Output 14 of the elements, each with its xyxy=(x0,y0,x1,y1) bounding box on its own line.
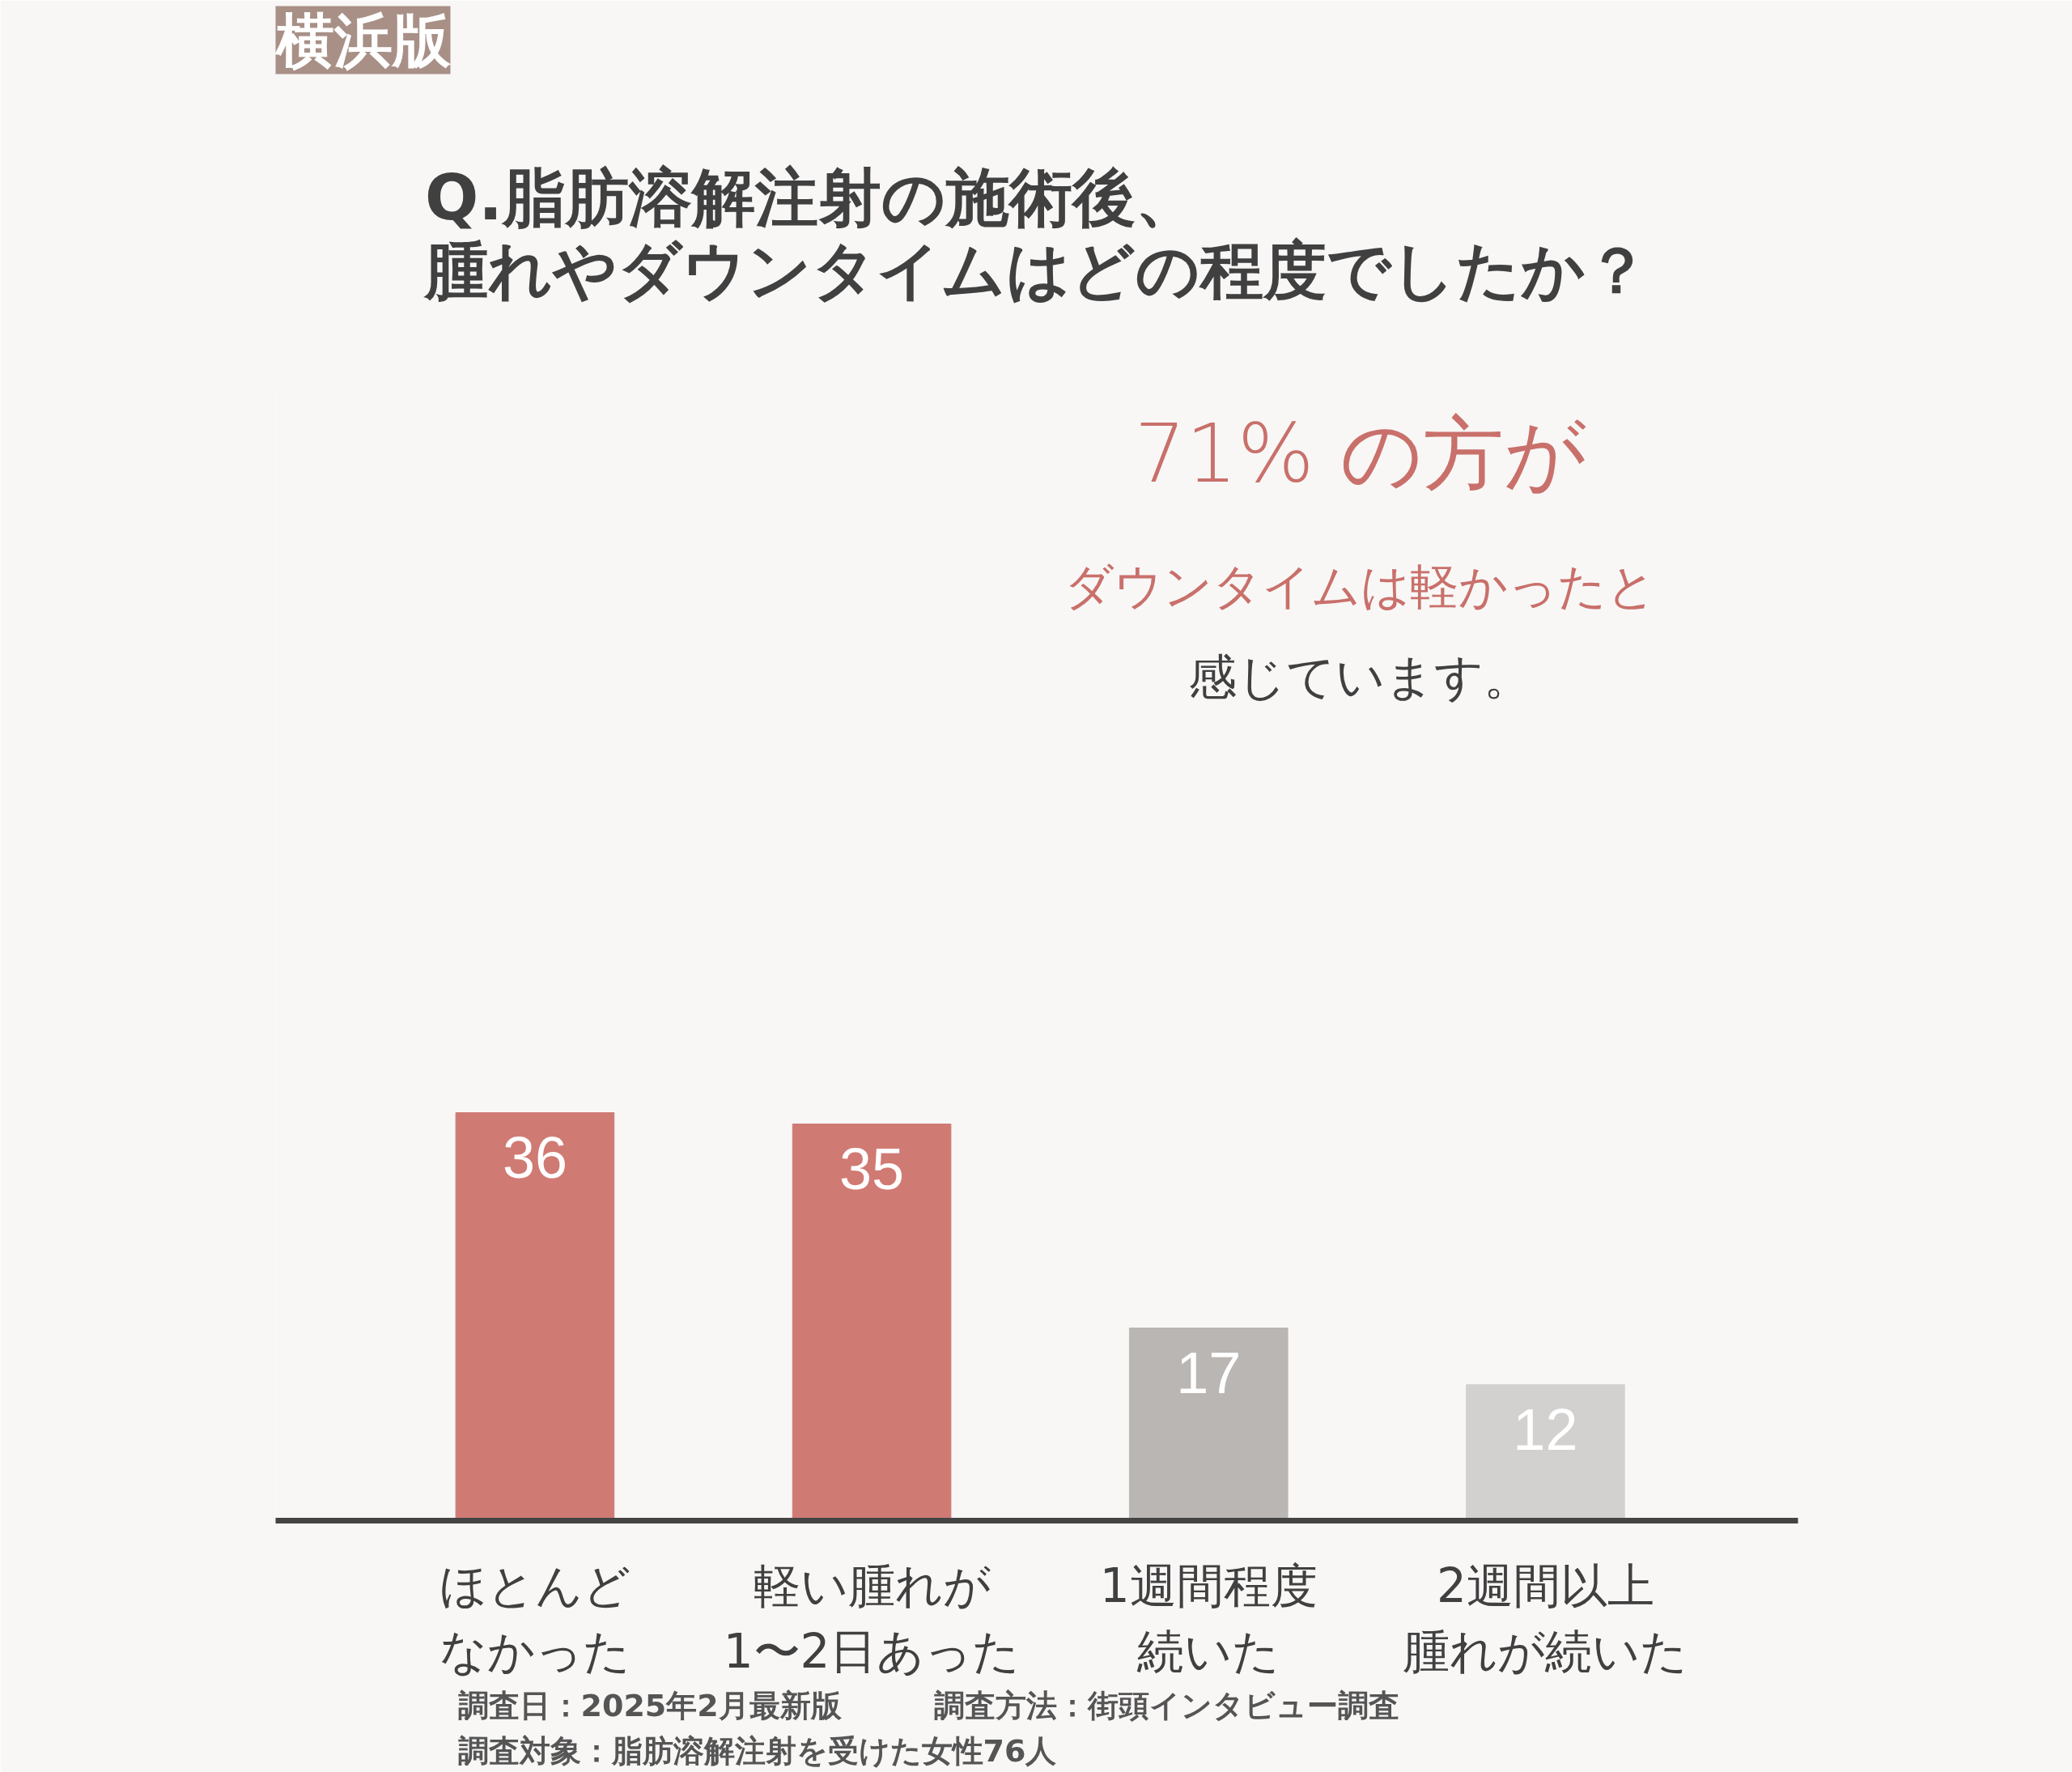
data-label: 35 xyxy=(839,1136,905,1201)
annotation: 71% の方が xyxy=(1134,406,1586,501)
text: 調査対象：脂肪溶解注射を受けた女性76人 xyxy=(457,1732,1057,1769)
data-label: 17 xyxy=(1176,1340,1242,1405)
annotation: 感じています。 xyxy=(1188,648,1532,705)
annotation: ダウンタイムは軽かったと xyxy=(1064,557,1656,614)
data-label: 36 xyxy=(502,1124,567,1190)
text: 調査日：2025年2月最新版 調査方法：街頭インタビュー調査 xyxy=(457,1687,1399,1723)
x-tick-label: ほとんどなかった xyxy=(439,1557,631,1680)
chart-title: Q.脂肪溶解注射の施術後、腫れやダウンタイムはどの程度でしたか？ xyxy=(423,160,1649,307)
x-tick-label: 軽い腫れが1〜2日あった xyxy=(723,1557,1021,1680)
x-tick-label: 2週間以上腫れが続いた xyxy=(1403,1557,1688,1680)
text: 横浜版 xyxy=(274,6,452,74)
x-tick-label: 1週間程度続いた xyxy=(1099,1557,1318,1680)
